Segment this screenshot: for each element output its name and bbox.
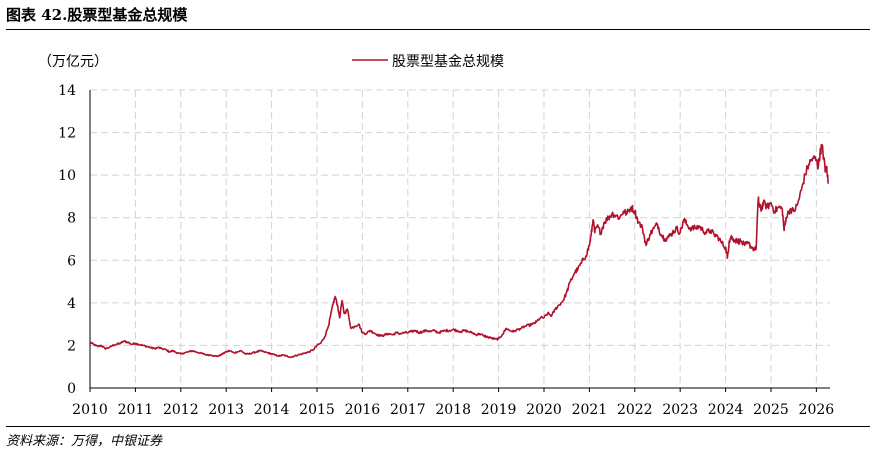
- x-tick-label: 2024: [708, 402, 744, 418]
- y-tick-label: 6: [67, 253, 76, 269]
- legend: 股票型基金总规模: [352, 53, 504, 70]
- x-tick-label: 2015: [299, 402, 335, 418]
- x-tick-label: 2011: [118, 402, 154, 418]
- x-tick-label: 2018: [435, 402, 471, 418]
- y-tick-label: 4: [67, 296, 76, 312]
- y-tick-label: 0: [67, 381, 76, 397]
- y-tick-label: 12: [58, 126, 76, 142]
- y-tick-label: 10: [58, 168, 76, 184]
- x-tick-label: 2026: [799, 402, 835, 418]
- x-tick-label: 2012: [163, 402, 199, 418]
- gridlines: [89, 89, 830, 388]
- y-tick-label: 14: [58, 83, 76, 99]
- y-tick-label: 8: [67, 211, 76, 227]
- x-tick-label: 2019: [481, 402, 517, 418]
- series-layer: [89, 143, 829, 359]
- title-rule: [6, 29, 870, 30]
- x-tick-label: 2020: [526, 402, 562, 418]
- y-tick-label: 2: [67, 338, 76, 354]
- y-axis-ticks: 0 2 4 6 8 10 12 14: [58, 83, 76, 397]
- x-tick-label: 2023: [662, 402, 698, 418]
- x-tick-label: 2010: [72, 402, 108, 418]
- x-tick-label: 2013: [208, 402, 244, 418]
- x-tick-label: 2014: [254, 402, 290, 418]
- source-note: 资料来源：万得，中银证券: [6, 434, 163, 449]
- x-tick-label: 2016: [345, 402, 381, 418]
- x-tick-label: 2021: [572, 402, 608, 418]
- axes: [89, 90, 830, 389]
- series-line: [89, 143, 829, 359]
- y-axis-unit-label: （万亿元）: [38, 54, 108, 70]
- x-tick-label: 2022: [617, 402, 653, 418]
- x-axis-ticks: 2010 2011 2012 2013 2014 2015 2016 2017 2018 2019…: [72, 388, 834, 418]
- x-tick-label: 2025: [753, 402, 789, 418]
- source-rule: [6, 426, 870, 427]
- x-tick-label: 2017: [390, 402, 426, 418]
- figure-title: 图表 42.股票型基金总规模: [6, 6, 188, 24]
- legend-label: 股票型基金总规模: [392, 53, 504, 70]
